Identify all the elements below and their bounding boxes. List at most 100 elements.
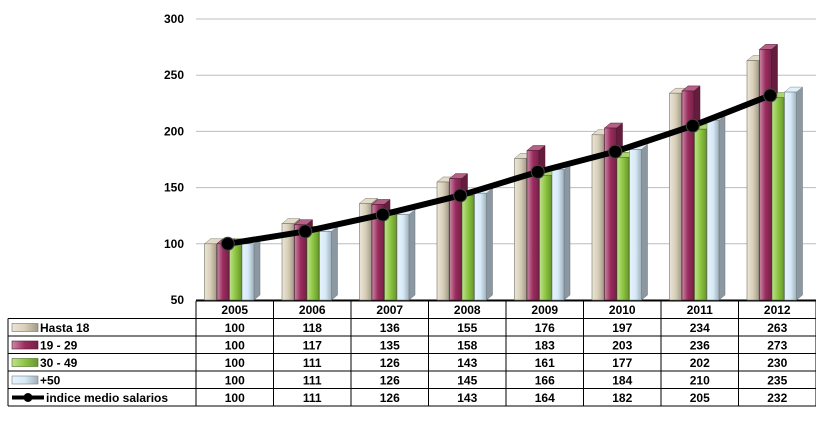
bar-side (796, 86, 803, 301)
data-label: 197 (612, 321, 632, 335)
bar-front (746, 60, 760, 301)
data-label: 136 (380, 321, 400, 335)
bar-side (641, 143, 648, 301)
bar (551, 164, 571, 301)
y-tick-label: 50 (171, 293, 185, 307)
line-series-indice (220, 88, 778, 251)
line-point (608, 144, 623, 159)
data-label: 183 (535, 339, 555, 353)
y-tick-label: 200 (164, 124, 184, 138)
data-label: 100 (225, 321, 245, 335)
data-label: 177 (612, 356, 632, 370)
line-point (453, 188, 468, 203)
y-tick-label: 150 (164, 181, 184, 195)
data-label: 235 (767, 374, 787, 388)
bar (706, 114, 726, 301)
bar-front (784, 91, 797, 301)
x-tick-label: 2006 (299, 303, 326, 317)
bar-front (474, 192, 487, 301)
legend-key (11, 323, 39, 332)
bar-front (281, 223, 295, 301)
bar-front (359, 203, 372, 301)
bar-front (514, 158, 527, 301)
data-label: 117 (303, 339, 323, 353)
legend-key (11, 358, 39, 367)
bar-front (204, 243, 217, 301)
data-label: 236 (690, 339, 710, 353)
bar-front (436, 181, 450, 301)
data-label: 126 (380, 374, 400, 388)
data-label: 155 (457, 321, 477, 335)
legend-key (11, 375, 39, 385)
bar (783, 86, 804, 301)
bar-front (539, 174, 552, 301)
legend-key (23, 393, 33, 402)
data-label: 166 (535, 374, 555, 388)
data-label: 158 (457, 339, 477, 353)
line-point (685, 118, 700, 133)
data-label: 143 (457, 356, 477, 370)
x-tick-label: 2012 (764, 303, 791, 317)
data-label: 182 (612, 391, 632, 405)
bar-front (371, 204, 385, 301)
bar-front (216, 243, 230, 301)
data-label: 205 (690, 391, 710, 405)
bar-front (319, 231, 332, 301)
data-label: 234 (690, 321, 710, 335)
x-tick-label: 2010 (609, 303, 636, 317)
data-label: 232 (767, 391, 787, 405)
x-tick-label: 2007 (376, 303, 403, 317)
bar (318, 225, 339, 301)
data-label: 100 (225, 356, 245, 370)
bar-side (486, 187, 493, 301)
bar-front (771, 97, 785, 301)
bar-front (694, 128, 707, 301)
data-label: 126 (380, 391, 400, 405)
bar-front (306, 231, 320, 301)
bar-front (669, 92, 682, 301)
bar-front (759, 49, 772, 301)
bar-front (591, 134, 605, 301)
bar-front (449, 178, 462, 301)
bar-front (229, 243, 242, 301)
data-label: 145 (457, 374, 477, 388)
bar-front (294, 224, 307, 301)
bar-front (384, 214, 397, 301)
x-tick-label: 2008 (454, 303, 481, 317)
data-label: 126 (380, 356, 400, 370)
data-label: 111 (303, 356, 322, 370)
data-label: 210 (690, 374, 710, 388)
legend-key (11, 340, 39, 350)
data-label: 100 (225, 374, 245, 388)
legend-label: 19 - 29 (40, 339, 78, 353)
bar (241, 238, 261, 301)
data-label: 143 (457, 391, 477, 405)
series-line (227, 92, 772, 247)
x-tick-label: 2011 (687, 303, 713, 317)
bar-side (563, 164, 571, 301)
line-point (530, 164, 545, 179)
bar-front (604, 127, 617, 301)
data-label: 111 (303, 374, 322, 388)
bar-front (526, 150, 540, 301)
bar-front (241, 243, 255, 301)
line-point (375, 207, 390, 222)
bar-side (718, 114, 726, 301)
bar (473, 187, 494, 301)
legend-label: indice medio salarios (46, 391, 168, 405)
x-tick-label: 2009 (531, 303, 558, 317)
bar-front (681, 90, 695, 301)
bar-side (253, 238, 261, 301)
bar-front (396, 214, 410, 301)
data-label: 273 (767, 339, 787, 353)
line-point (763, 88, 778, 103)
bar (396, 209, 416, 301)
bar-front (629, 149, 642, 301)
data-label: 202 (690, 356, 710, 370)
bar-front (461, 195, 475, 301)
legend-label: Hasta 18 (40, 321, 90, 335)
legend-label: 30 - 49 (40, 356, 78, 370)
data-label: 230 (767, 356, 787, 370)
x-tick-label: 2005 (221, 303, 248, 317)
bar-front (551, 169, 565, 301)
